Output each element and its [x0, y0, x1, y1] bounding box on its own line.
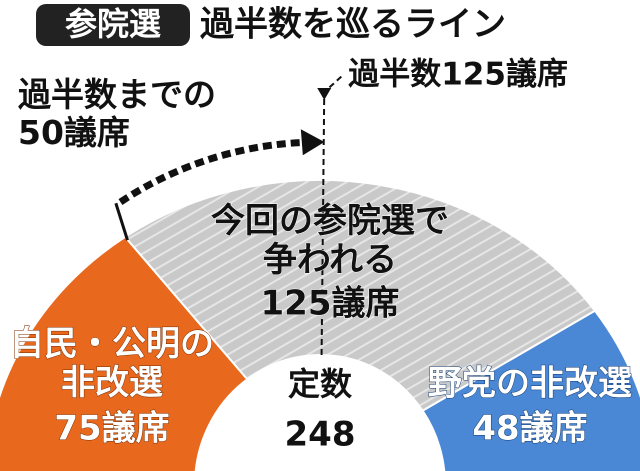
segment [123, 179, 597, 413]
segment [0, 235, 249, 471]
badge: 参院選 [65, 5, 161, 43]
arrow-label: 過半数までの 50議席 [18, 75, 216, 152]
value-label: 125議席 [261, 284, 400, 324]
category-label: 自民・公明の非改選 [10, 324, 214, 403]
arrow [118, 138, 307, 205]
chart-title: 過半数を巡るライン [200, 5, 506, 45]
arrowhead [300, 129, 325, 156]
value-label: 75議席 [54, 409, 169, 449]
value-label: 48議席 [472, 409, 587, 449]
badge-box [36, 4, 190, 46]
category-label: 野党の非改選 [428, 364, 632, 404]
total-value: 248 [285, 415, 356, 455]
segment [421, 309, 640, 471]
category-label: 今回の参院選で争われる [211, 201, 449, 280]
total-label: 定数 [288, 365, 353, 403]
majority-arrowhead [317, 88, 332, 100]
segment-edge [114, 202, 129, 241]
majority-label: 過半数125議席 [348, 57, 568, 93]
